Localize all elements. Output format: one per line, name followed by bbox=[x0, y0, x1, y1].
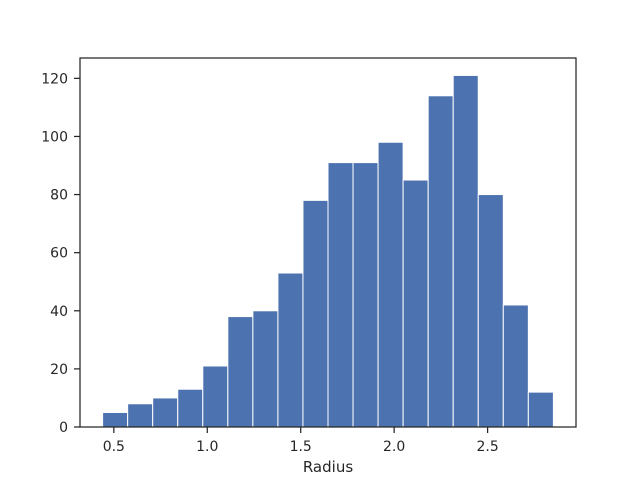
y-axis-ticks: 0 20 40 60 80 100 120 bbox=[41, 71, 80, 436]
x-tick-label: 2.0 bbox=[383, 439, 405, 455]
y-tick-label: 40 bbox=[50, 304, 68, 320]
y-tick-label: 0 bbox=[59, 420, 68, 436]
histogram-bar bbox=[202, 365, 229, 428]
x-tick-label: 1.5 bbox=[290, 439, 312, 455]
x-tick-label: 1.0 bbox=[196, 439, 218, 455]
histogram-bar bbox=[352, 162, 379, 428]
histogram-bar bbox=[527, 391, 554, 428]
histogram-bar bbox=[252, 310, 279, 428]
histogram-bar bbox=[502, 304, 529, 428]
plot-area-frame bbox=[79, 57, 577, 428]
histogram-bar bbox=[277, 272, 304, 428]
histogram-bar bbox=[477, 194, 504, 428]
y-tick-label: 60 bbox=[50, 246, 68, 262]
y-tick-label: 20 bbox=[50, 362, 68, 378]
histogram-bar bbox=[327, 162, 354, 428]
x-axis-label: Radius bbox=[303, 458, 353, 476]
histogram-bar bbox=[102, 411, 129, 428]
histogram-bar bbox=[452, 74, 479, 428]
x-tick-label: 0.5 bbox=[103, 439, 125, 455]
y-tick-label: 120 bbox=[41, 71, 68, 87]
histogram-bar bbox=[302, 199, 329, 428]
x-axis-ticks: 0.5 1.0 1.5 2.0 2.5 bbox=[103, 427, 499, 455]
histogram-bar bbox=[427, 95, 454, 428]
histogram-bar bbox=[127, 403, 154, 428]
histogram-bar bbox=[402, 179, 429, 428]
y-tick-label: 80 bbox=[50, 188, 68, 204]
histogram-bar bbox=[152, 397, 179, 428]
histogram-bar bbox=[177, 388, 204, 428]
histogram-bar bbox=[227, 316, 254, 428]
histogram-bars bbox=[102, 74, 554, 428]
y-tick-label: 100 bbox=[41, 129, 68, 145]
histogram-bar bbox=[377, 141, 404, 428]
x-tick-label: 2.5 bbox=[476, 439, 498, 455]
